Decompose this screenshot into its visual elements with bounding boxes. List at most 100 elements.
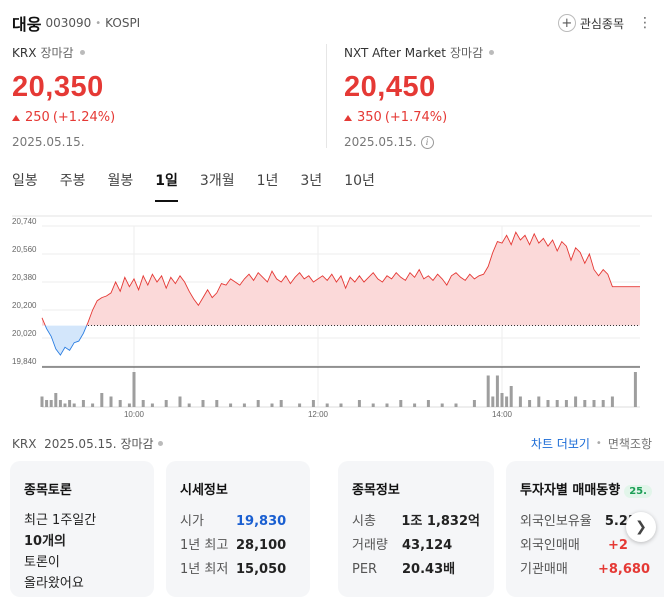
krx-change: 250 (+1.24%) (12, 110, 115, 125)
x-tick-label: 10:00 (124, 410, 145, 419)
stock-header: 대웅 003090 • KOSPI + 관심종목 ⋮ (12, 10, 652, 36)
price-area-up (42, 232, 640, 326)
period-tabs: 일봉 주봉 월봉 1일 3개월 1년 3년 10년 (12, 170, 397, 202)
investor-badge: 25. (624, 485, 652, 498)
separator-dot: • (95, 17, 102, 29)
more-chart-link[interactable]: 차트 더보기 (530, 437, 590, 451)
volume-bar (528, 400, 532, 407)
volume-bar (279, 400, 283, 407)
nxt-market-label: NXT After Market 장마감 (344, 44, 495, 61)
volume-bar (583, 400, 587, 407)
volume-bar (399, 400, 403, 407)
volume-bar (518, 396, 522, 407)
volume-bar (413, 403, 417, 407)
footer-status: 장마감 (120, 437, 154, 451)
intraday-chart[interactable]: 20,740 20,560 20,380 20,200 20,020 19,840 10:0… (0, 212, 664, 422)
nxt-label: NXT After Market (344, 45, 447, 60)
volume-bar (574, 396, 578, 407)
intraday-chart-svg: 20,740 20,560 20,380 20,200 20,020 19,840 10:0… (12, 215, 652, 419)
volume-bar (385, 403, 389, 407)
volume-bar (40, 396, 44, 407)
volume-bar (610, 396, 614, 407)
separator-dot: • (595, 438, 602, 449)
y-tick-label: 20,740 (12, 217, 37, 226)
krx-price-block: KRX 장마감 20,350 250 (+1.24%) 2025.05.15. (12, 44, 115, 149)
volume-bar (256, 400, 260, 407)
tab-daily[interactable]: 일봉 (12, 173, 38, 189)
volume-bar (505, 396, 509, 407)
kv-value: 20.43배 (402, 562, 456, 577)
krx-date: 2025.05.15. (12, 135, 85, 149)
nxt-change-value: 350 (357, 110, 382, 125)
market-info-card[interactable]: 시세정보 시가 19,830 1년 최고 28,100 1년 최저 15,050 (166, 461, 310, 597)
volume-bar (201, 400, 205, 407)
market-info-title: 시세정보 (180, 483, 228, 498)
volume-bar (242, 403, 246, 407)
krx-market-label: KRX 장마감 (12, 44, 115, 61)
volume-bar (491, 396, 495, 407)
disclaimer-link[interactable]: 면책조항 (607, 437, 652, 451)
discussion-line: 10개의 (24, 534, 67, 549)
kv-row: 시총 1조 1,832억 (352, 510, 480, 534)
krx-current-price: 20,350 (12, 71, 104, 103)
next-card-button[interactable]: ❯ (626, 512, 656, 542)
status-dot-icon (489, 50, 495, 55)
y-tick-label: 20,020 (12, 329, 37, 338)
stock-name: 대웅 (12, 15, 42, 34)
nxt-current-price: 20,450 (344, 71, 436, 103)
more-vertical-icon[interactable]: ⋮ (638, 15, 652, 31)
volume-bar (178, 396, 182, 407)
volume-bar (141, 400, 145, 407)
kv-row: 외국인매매 +2 (520, 534, 650, 558)
volume-bar (495, 375, 499, 407)
kv-label: 외국인매매 (520, 538, 580, 553)
stock-info-card[interactable]: 종목정보 시총 1조 1,832억 거래량 43,124 PER 20.43배 (338, 461, 494, 597)
kv-value: 15,050 (236, 562, 287, 577)
volume-bar (592, 400, 596, 407)
nxt-change: 350 (+1.74%) (344, 110, 494, 125)
tab-3months[interactable]: 3개월 (199, 173, 235, 189)
kv-row: 시가 19,830 (180, 510, 296, 534)
tab-3years[interactable]: 3년 (300, 173, 323, 189)
volume-bar (440, 403, 444, 407)
volume-bar (472, 400, 476, 407)
volume-bar (371, 403, 375, 407)
x-tick-label: 14:00 (492, 410, 513, 419)
volume-bar (215, 400, 219, 407)
volume-bar (564, 400, 568, 407)
kv-row: 거래량 43,124 (352, 534, 480, 558)
krx-label: KRX (12, 45, 37, 60)
volume-bar (546, 400, 550, 407)
up-triangle-icon (12, 114, 20, 121)
nxt-price-block: NXT After Market 장마감 20,450 350 (+1.74%)… (344, 44, 495, 149)
tab-monthly[interactable]: 월봉 (107, 173, 134, 189)
volume-bar (229, 403, 233, 407)
volume-bar (633, 372, 637, 407)
krx-status: 장마감 (40, 46, 74, 60)
kv-label: PER (352, 562, 378, 577)
volume-bar (91, 403, 95, 407)
info-icon[interactable]: i (420, 135, 434, 149)
tab-weekly[interactable]: 주봉 (59, 173, 86, 189)
stock-code: 003090 (45, 16, 92, 30)
kv-label: 1년 최고 (180, 538, 229, 553)
volume-bar (426, 400, 430, 407)
y-tick-label: 20,200 (12, 301, 37, 310)
y-tick-label: 20,560 (12, 245, 37, 254)
investor-title: 투자자별 매매동향 (520, 483, 621, 498)
volume-bar (127, 403, 131, 407)
volume-bar (54, 393, 58, 407)
footer-date: 2025.05.15. (44, 436, 117, 451)
tab-10years[interactable]: 10년 (344, 173, 375, 189)
tab-1day[interactable]: 1일 (155, 170, 178, 202)
chart-footer: KRX 2025.05.15. 장마감 차트 더보기 • 면책조항 (12, 435, 652, 452)
discussion-card[interactable]: 종목토론 최근 1주일간 10개의 토론이 올라왔어요 (10, 461, 154, 597)
chevron-right-icon: ❯ (635, 519, 647, 535)
x-tick-label: 12:00 (308, 410, 329, 419)
tab-1year[interactable]: 1년 (256, 173, 279, 189)
kv-value: +8,680 (597, 562, 650, 577)
status-dot-icon (79, 50, 85, 55)
volume-bar (63, 403, 67, 407)
up-triangle-icon (344, 114, 352, 121)
add-favorite-button[interactable]: + 관심종목 (557, 14, 624, 32)
